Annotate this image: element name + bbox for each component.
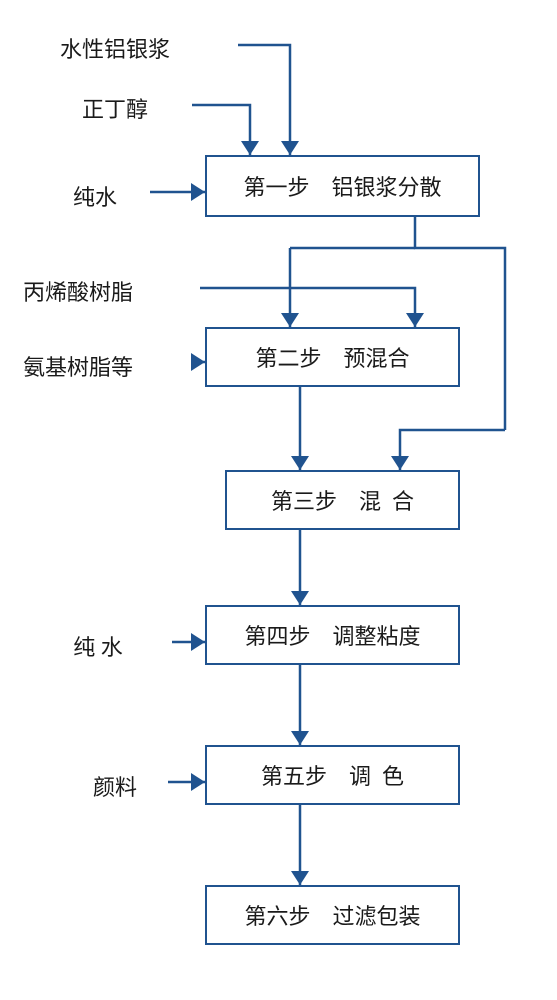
step-label: 第一步 铝银浆分散 bbox=[243, 170, 441, 202]
input-label: 纯水 bbox=[73, 180, 117, 212]
step-label: 第二步 预混合 bbox=[255, 341, 409, 373]
input-label: 水性铝银浆 bbox=[60, 32, 170, 64]
step-box: 第一步 铝银浆分散 bbox=[205, 155, 480, 217]
step-box: 第四步 调整粘度 bbox=[205, 605, 460, 665]
step-box: 第六步 过滤包装 bbox=[205, 885, 460, 945]
step-label: 第五步 调 色 bbox=[261, 759, 404, 791]
input-label: 纯 水 bbox=[73, 630, 123, 662]
input-label: 颜料 bbox=[93, 770, 137, 802]
step-box: 第二步 预混合 bbox=[205, 327, 460, 387]
input-label: 丙烯酸树脂 bbox=[23, 275, 133, 307]
step-label: 第六步 过滤包装 bbox=[244, 899, 420, 931]
step-label: 第三步 混 合 bbox=[271, 484, 414, 516]
input-label: 正丁醇 bbox=[82, 92, 148, 124]
step-label: 第四步 调整粘度 bbox=[244, 619, 420, 651]
step-box: 第五步 调 色 bbox=[205, 745, 460, 805]
step-box: 第三步 混 合 bbox=[225, 470, 460, 530]
input-label: 氨基树脂等 bbox=[23, 350, 133, 382]
